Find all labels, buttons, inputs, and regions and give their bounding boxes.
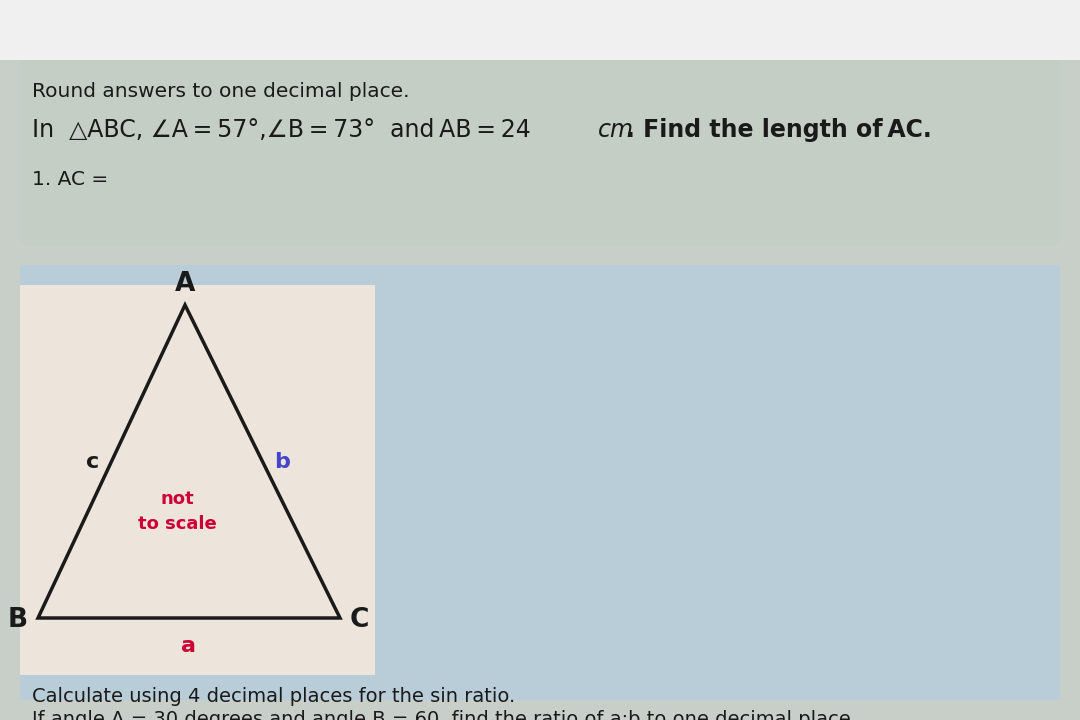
Text: cm: cm bbox=[598, 118, 634, 142]
Text: C: C bbox=[350, 607, 369, 633]
Text: b: b bbox=[274, 451, 291, 472]
Text: . Find the length of AC.: . Find the length of AC. bbox=[626, 118, 932, 142]
Text: Calculate using 4 decimal places for the sin ratio.: Calculate using 4 decimal places for the… bbox=[32, 687, 515, 706]
Bar bbox=[0, 0, 1080, 60]
Text: B: B bbox=[8, 607, 28, 633]
Text: In  △ABC, ∠A = 57°,∠B = 73°  and AB = 24: In △ABC, ∠A = 57°,∠B = 73° and AB = 24 bbox=[32, 118, 530, 142]
Text: not: not bbox=[161, 490, 194, 508]
Text: If angle A = 30 degrees and angle B = 60, find the ratio of a:b to one decimal p: If angle A = 30 degrees and angle B = 60… bbox=[32, 710, 858, 720]
Text: A: A bbox=[175, 271, 195, 297]
Text: 1. AC =: 1. AC = bbox=[32, 170, 108, 189]
Text: c: c bbox=[86, 451, 99, 472]
Text: to scale: to scale bbox=[138, 515, 217, 533]
Text: Round answers to one decimal place.: Round answers to one decimal place. bbox=[32, 82, 409, 101]
Bar bbox=[21, 265, 1059, 700]
Bar bbox=[21, 285, 375, 675]
Bar bbox=[21, 60, 1059, 245]
Text: a: a bbox=[181, 636, 197, 656]
